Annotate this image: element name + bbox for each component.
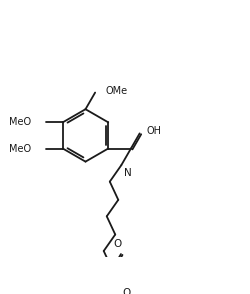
Text: O: O <box>122 288 130 294</box>
Text: N: N <box>124 168 132 178</box>
Text: O: O <box>113 239 122 249</box>
Text: OH: OH <box>147 126 162 136</box>
Text: MeO: MeO <box>10 117 32 127</box>
Text: MeO: MeO <box>10 143 32 153</box>
Text: OMe: OMe <box>106 86 128 96</box>
